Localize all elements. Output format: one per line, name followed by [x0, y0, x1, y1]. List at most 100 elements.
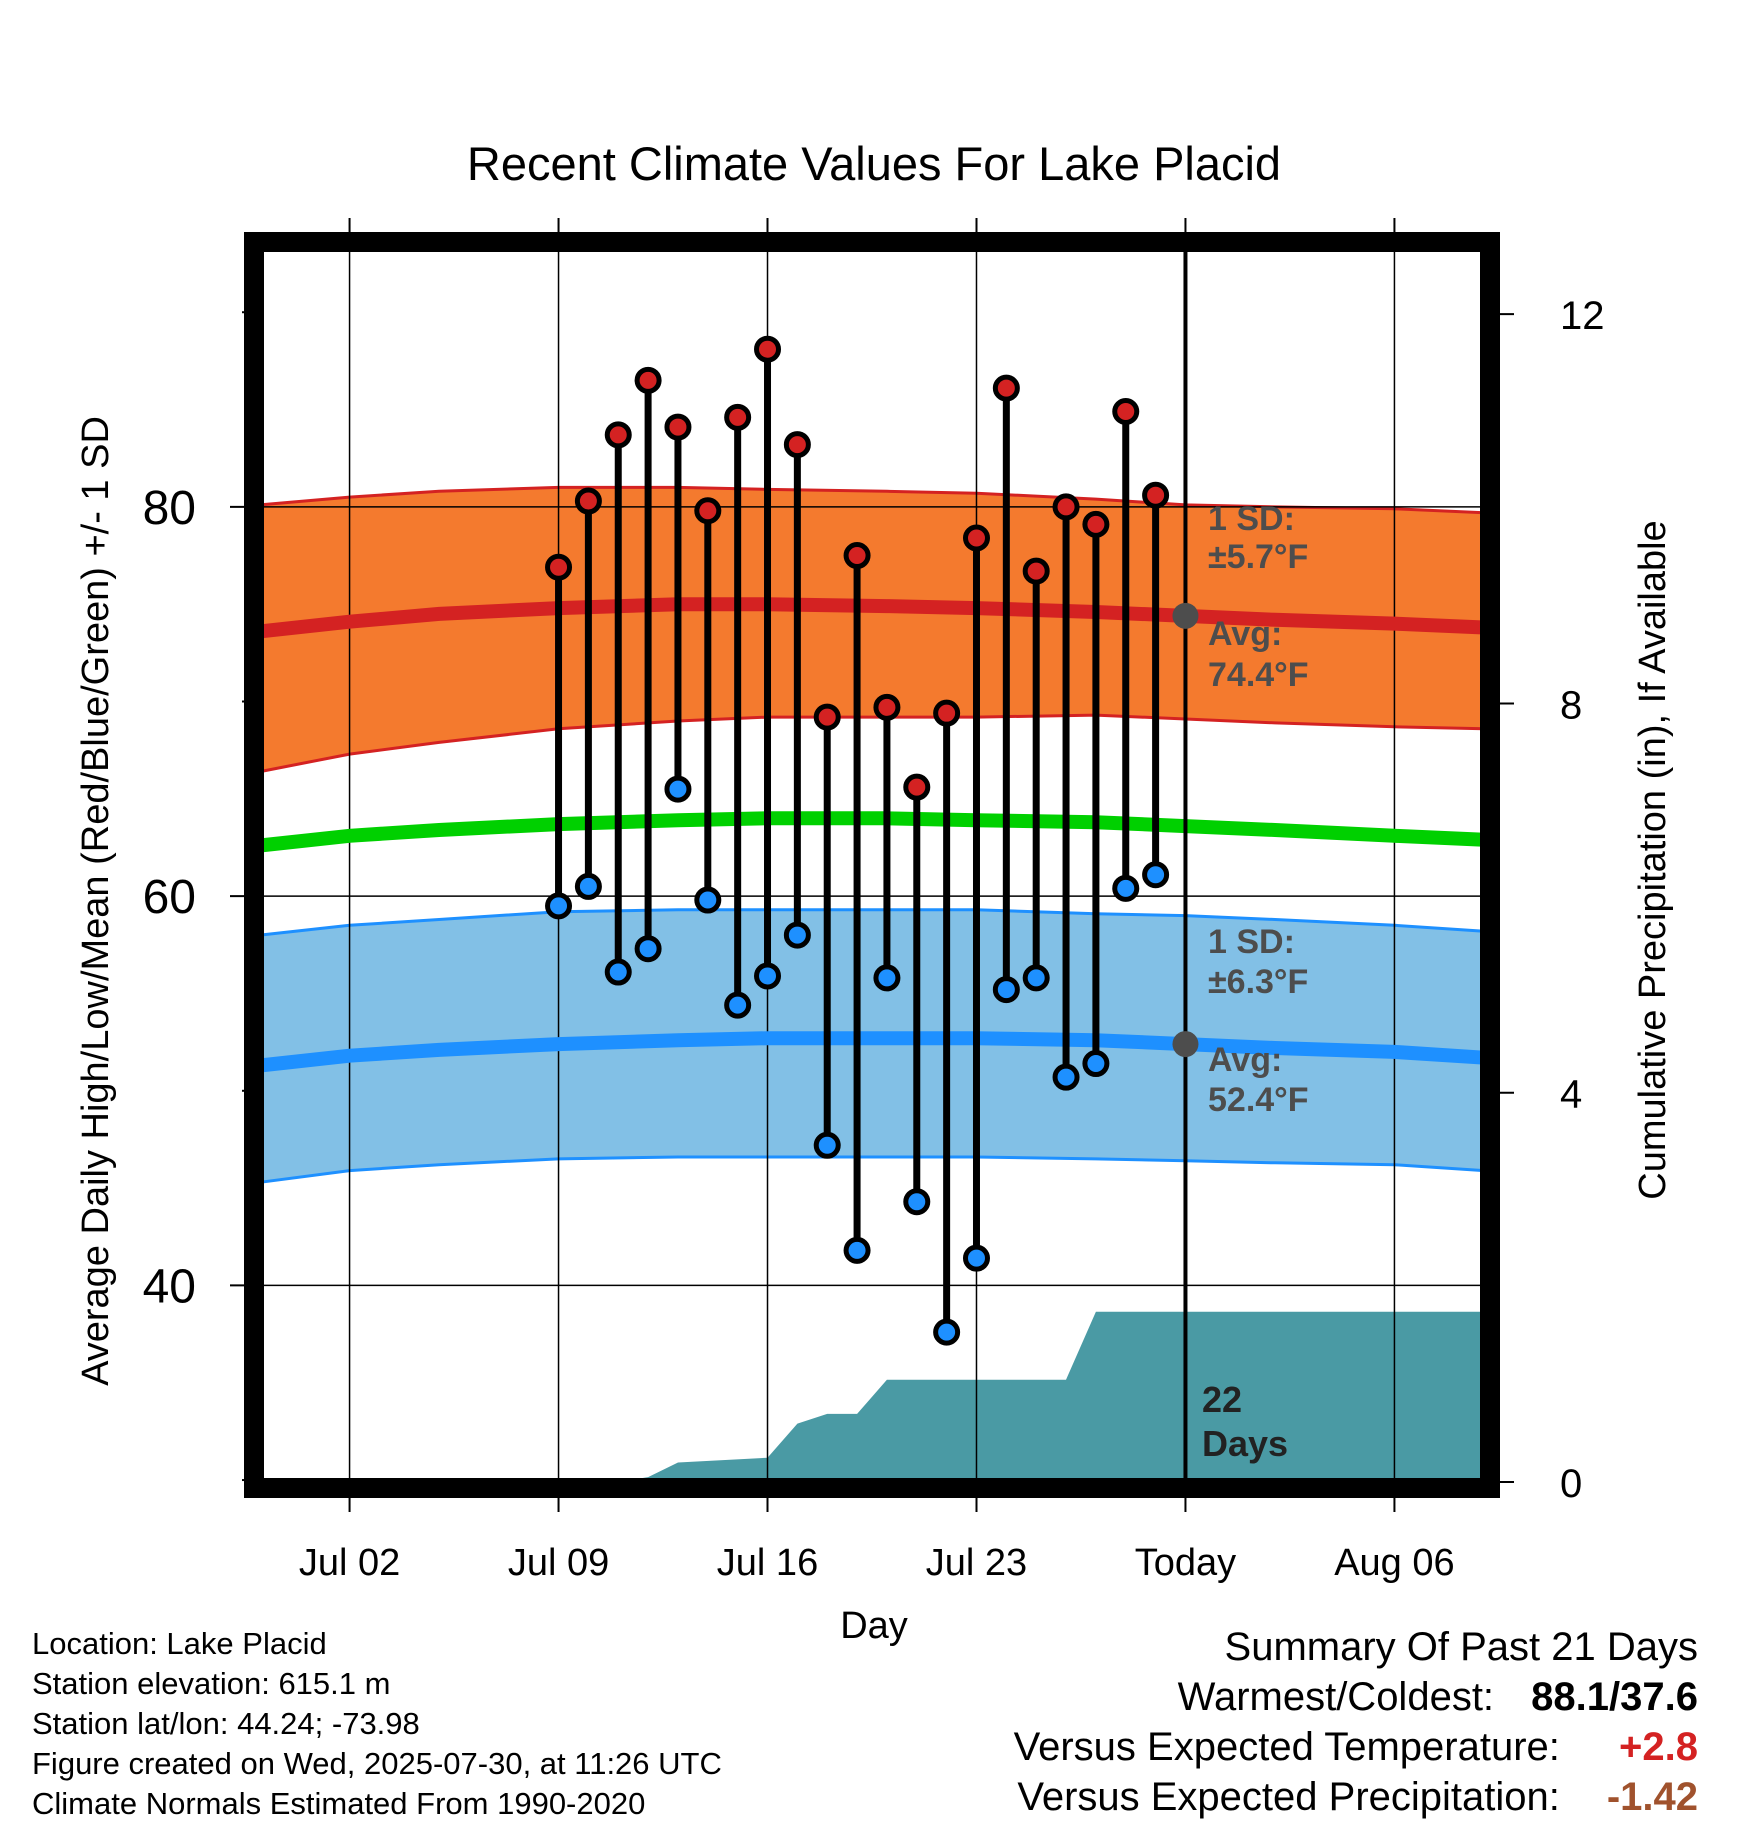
high-sd-band: [260, 487, 1484, 772]
y-tick-label-1: 60: [143, 871, 196, 924]
low-avg-today-marker: [1172, 1031, 1199, 1058]
obs-low-point-6: [724, 991, 752, 1019]
warmest-coldest-label: Warmest/Coldest:: [1177, 1675, 1495, 1719]
obs-high-point-15: [992, 374, 1020, 402]
obs-high-point-2: [604, 421, 632, 449]
high-sd-value: ±5.7°F: [1208, 538, 1308, 576]
warmest-coldest-value: 88.1/37.6: [1531, 1675, 1698, 1719]
obs-low-point-5: [694, 886, 722, 914]
station-info: Location: Lake Placid Station elevation:…: [32, 1624, 722, 1824]
high-sd-label: 1 SD:: [1208, 500, 1295, 538]
warmest-coldest-row: Warmest/Coldest: 88.1/37.6: [1014, 1672, 1698, 1722]
precip-anomaly-value: -1.42: [1606, 1775, 1698, 1819]
obs-high-point-0: [545, 553, 573, 581]
obs-low-point-8: [783, 921, 811, 949]
latlon-text: Station lat/lon: 44.24; -73.98: [32, 1706, 420, 1741]
obs-high-point-16: [1022, 557, 1050, 585]
obs-high-point-8: [783, 431, 811, 459]
normals-text: Climate Normals Estimated From 1990-2020: [32, 1786, 646, 1821]
obs-low-point-11: [873, 964, 901, 992]
y2-tick-label-2: 8: [1560, 683, 1582, 727]
obs-low-point-13: [933, 1318, 961, 1346]
obs-low-point-3: [634, 935, 662, 963]
observation-layer: [545, 335, 1170, 1346]
obs-low-point-10: [843, 1236, 871, 1264]
low-sd-lower-edge: [259, 1155, 1485, 1184]
x-tick-label-2: Jul 16: [717, 1542, 818, 1584]
x-tick-label-1: Jul 09: [508, 1542, 609, 1584]
x-axis-label: Day: [840, 1605, 908, 1647]
obs-low-point-14: [962, 1244, 990, 1272]
obs-low-point-19: [1112, 874, 1140, 902]
x-tick-label-3: Jul 23: [926, 1542, 1027, 1584]
tick-layer: Jul 02 Jul 09 Jul 16 Jul 23 Today Aug 0640608…: [143, 218, 1605, 1584]
obs-low-point-2: [604, 958, 632, 986]
summary-panel: Summary Of Past 21 Days Warmest/Coldest:…: [1014, 1622, 1698, 1822]
obs-high-point-3: [634, 366, 662, 394]
obs-high-point-12: [903, 773, 931, 801]
y2-tick-label-3: 12: [1560, 294, 1605, 338]
obs-low-point-1: [574, 872, 602, 900]
obs-low-point-12: [903, 1188, 931, 1216]
low-avg-label: Avg:: [1208, 1041, 1282, 1079]
obs-high-point-14: [962, 524, 990, 552]
obs-low-point-7: [754, 962, 782, 990]
y2-tick-label-0: 0: [1560, 1462, 1582, 1506]
plot-frame: [244, 232, 1500, 1498]
days-word: Days: [1202, 1423, 1288, 1464]
obs-high-point-5: [694, 497, 722, 525]
obs-low-point-9: [813, 1131, 841, 1159]
obs-low-point-18: [1082, 1050, 1110, 1078]
plot-frame-layer: [244, 232, 1500, 1498]
elevation-text: Station elevation: 615.1 m: [32, 1666, 391, 1701]
created-text: Figure created on Wed, 2025-07-30, at 11…: [32, 1746, 722, 1781]
obs-high-point-19: [1112, 397, 1140, 425]
high-avg-today-marker: [1172, 602, 1199, 629]
mean-line: [259, 811, 1485, 853]
temp-anomaly-label: Versus Expected Temperature:: [1013, 1725, 1560, 1769]
precip-area-layer: [618, 1311, 1484, 1482]
obs-low-point-17: [1052, 1063, 1080, 1091]
today-layer: [1172, 242, 1199, 1488]
obs-high-point-20: [1142, 481, 1170, 509]
high-avg-label: Avg:: [1208, 615, 1282, 653]
temp-anomaly-row: Versus Expected Temperature: +2.8: [1014, 1722, 1698, 1772]
chart-title: Recent Climate Values For Lake Placid: [467, 137, 1281, 190]
days-annotation: 22 Days: [1202, 1379, 1288, 1464]
high-avg-line: [259, 597, 1485, 639]
precip-anomaly-row: Versus Expected Precipitation: -1.42: [1014, 1772, 1698, 1822]
obs-high-point-10: [843, 542, 871, 570]
obs-high-point-13: [933, 699, 961, 727]
obs-low-point-20: [1142, 861, 1170, 889]
obs-low-point-0: [545, 892, 573, 920]
low-sd-band: [260, 909, 1484, 1183]
high-avg-value: 74.4°F: [1208, 656, 1309, 694]
low-avg-value: 52.4°F: [1208, 1081, 1309, 1119]
days-count: 22: [1202, 1379, 1242, 1420]
y2-tick-label-1: 4: [1560, 1073, 1582, 1117]
x-tick-label-4: Today: [1135, 1542, 1236, 1584]
obs-high-point-17: [1052, 493, 1080, 521]
obs-high-point-7: [754, 335, 782, 363]
y-axis-label: Average Daily High/Low/Mean (Red/Blue/Gr…: [75, 416, 117, 1386]
y-tick-label-0: 40: [143, 1260, 196, 1313]
y2-axis-label: Cumulative Precipitation (in), If Availa…: [1632, 520, 1674, 1199]
low-sd-annotation: 1 SD: ±6.3°F Avg: 52.4°F: [1208, 923, 1309, 1119]
high-sd-annotation: 1 SD: ±5.7°F Avg: 74.4°F: [1208, 500, 1309, 694]
precip-area: [618, 1311, 1484, 1482]
x-tick-label-0: Jul 02: [299, 1542, 400, 1584]
temp-anomaly-value: +2.8: [1619, 1725, 1698, 1769]
location-text: Location: Lake Placid: [32, 1626, 327, 1661]
x-tick-label-5: Aug 06: [1334, 1542, 1454, 1584]
grid-lines: [254, 242, 1490, 1488]
low-sd-value: ±6.3°F: [1208, 963, 1308, 1001]
obs-low-point-4: [664, 775, 692, 803]
obs-high-point-6: [724, 403, 752, 431]
summary-title: Summary Of Past 21 Days: [1224, 1625, 1698, 1669]
obs-low-point-16: [1022, 964, 1050, 992]
obs-low-point-15: [992, 976, 1020, 1004]
obs-high-point-9: [813, 703, 841, 731]
y-tick-label-2: 80: [143, 482, 196, 535]
obs-high-point-4: [664, 413, 692, 441]
